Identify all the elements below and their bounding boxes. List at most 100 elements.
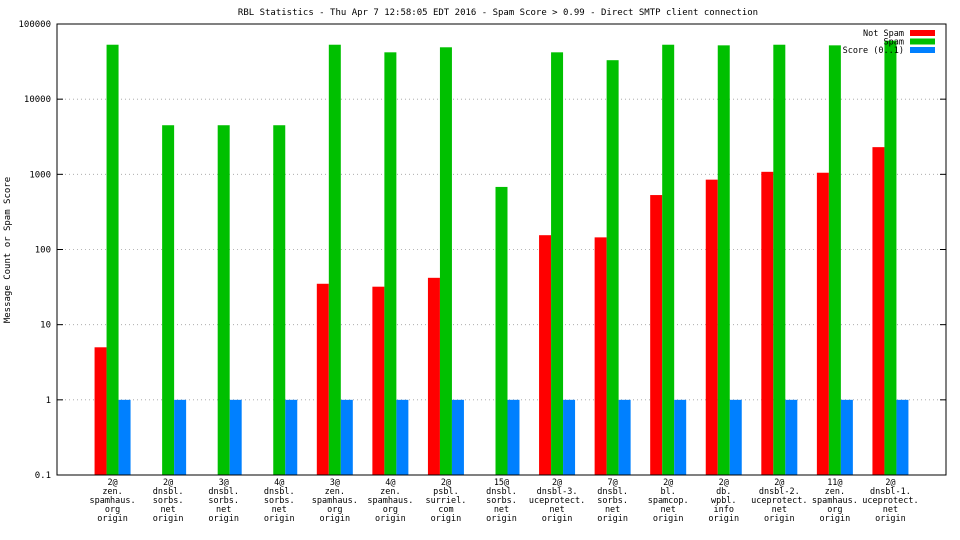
y-tick-label: 100: [35, 246, 51, 256]
category-label-line: psbl.: [433, 487, 459, 497]
y-tick-label: 100000: [18, 20, 51, 30]
category-label-line: origin: [486, 514, 517, 524]
category-label-line: 4@: [385, 478, 395, 488]
category-label-line: origin: [153, 514, 184, 524]
category-label: 2@ dnsbl. sorbs. net origin: [153, 478, 184, 524]
category-label-line: 2@: [885, 478, 895, 488]
bar-score-0-1: [840, 399, 853, 475]
category-label: 15@ dnsbl. sorbs. net origin: [486, 478, 517, 524]
category-label: 7@ dnsbl. sorbs. net origin: [597, 478, 628, 524]
y-tick-label: 1000: [29, 170, 51, 180]
category-label-line: dnsbl.: [153, 487, 184, 497]
bar-spam: [162, 125, 175, 476]
category-label-line: origin: [820, 514, 851, 524]
category-label-line: 4@: [274, 478, 284, 488]
category-label: 4@ zen. spamhaus. org origin: [367, 478, 413, 524]
category-label-line: net: [772, 505, 787, 515]
category-label-line: origin: [764, 514, 795, 524]
category-label: 2@ zen. spamhaus. org origin: [90, 478, 136, 524]
bar-spam: [273, 125, 286, 476]
category-label-line: zen.: [102, 487, 122, 497]
bar-spam: [662, 44, 675, 475]
bar-score-0-1: [507, 399, 520, 475]
category-label: 2@ bl. spamcop. net origin: [648, 478, 689, 524]
bar-score-0-1: [340, 399, 353, 475]
category-label-line: net: [494, 505, 509, 515]
y-tick-labels: 0.1 1 10 100 1000 10000 100000: [18, 20, 51, 481]
bar-spam: [828, 45, 841, 476]
legend-swatch: [910, 38, 935, 45]
legend-swatch: [910, 47, 935, 53]
category-label-line: origin: [97, 514, 128, 524]
y-tick-label: 10000: [24, 95, 51, 105]
category-label: 2@ dnsbl-1. uceprotect. net origin: [862, 478, 918, 524]
legend-label: Not Spam: [863, 29, 904, 39]
category-label-line: origin: [264, 514, 295, 524]
category-label-line: zen.: [380, 487, 400, 497]
category-label-line: net: [216, 505, 231, 515]
category-label-line: dnsbl-2.: [759, 487, 800, 497]
category-label-line: dnsbl-3.: [537, 487, 578, 497]
category-label-line: spamhaus.: [90, 496, 136, 506]
category-label-line: sorbs.: [597, 496, 628, 506]
category-label-line: db.: [716, 487, 731, 497]
category-label-line: dnsbl.: [264, 487, 295, 497]
bar-spam: [606, 60, 619, 475]
category-label-line: origin: [653, 514, 684, 524]
category-label-line: org: [327, 505, 342, 515]
bar-score-0-1: [118, 399, 131, 475]
category-label-line: sorbs.: [264, 496, 295, 506]
category-label-line: spamhaus.: [367, 496, 413, 506]
bar-score-0-1: [451, 399, 464, 475]
bar-series: [94, 40, 909, 476]
bar-not-spam: [816, 172, 829, 475]
bar-score-0-1: [563, 399, 576, 475]
category-label-line: 3@: [330, 478, 340, 488]
category-label-line: origin: [542, 514, 573, 524]
bar-spam: [217, 125, 230, 476]
category-label-line: org: [105, 505, 120, 515]
category-label-line: origin: [208, 514, 239, 524]
category-label-line: uceprotect.: [751, 496, 807, 506]
bar-score-0-1: [674, 399, 687, 475]
bar-spam: [551, 52, 564, 476]
category-label-line: zen.: [325, 487, 345, 497]
category-label-line: spamcop.: [648, 496, 689, 506]
category-label-line: org: [383, 505, 398, 515]
category-label-line: uceprotect.: [529, 496, 585, 506]
bar-score-0-1: [285, 399, 298, 475]
category-label-line: 2@: [163, 478, 173, 488]
bar-spam: [106, 44, 119, 475]
bar-score-0-1: [174, 399, 187, 475]
category-label-line: sorbs.: [486, 496, 517, 506]
category-label-line: origin: [708, 514, 739, 524]
category-label-line: spamhaus.: [312, 496, 358, 506]
category-label-line: uceprotect.: [862, 496, 918, 506]
category-label-line: 3@: [219, 478, 229, 488]
bar-not-spam: [316, 283, 329, 475]
category-label-line: bl.: [661, 487, 676, 497]
category-label: 2@ dnsbl-2. uceprotect. net origin: [751, 478, 807, 524]
bar-score-0-1: [396, 399, 409, 475]
bar-score-0-1: [896, 399, 909, 475]
category-label-line: net: [549, 505, 564, 515]
category-label-line: dnsbl.: [208, 487, 239, 497]
category-label: 11@ zen. spamhaus. org origin: [812, 478, 858, 524]
bar-score-0-1: [729, 399, 742, 475]
category-label-line: dnsbl-1.: [870, 487, 911, 497]
bar-not-spam: [427, 277, 440, 475]
y-axis-label: Message Count or Spam Score: [3, 177, 13, 323]
bar-not-spam: [539, 235, 552, 475]
category-label: 2@ db. wpbl. info origin: [708, 478, 739, 524]
category-label-line: origin: [597, 514, 628, 524]
bar-not-spam: [872, 147, 885, 475]
legend-swatch: [910, 30, 935, 36]
bar-score-0-1: [618, 399, 631, 475]
bar-not-spam: [372, 286, 385, 475]
category-label: 2@ psbl. surriel. com origin: [425, 478, 466, 524]
category-label-line: 2@: [441, 478, 451, 488]
category-label-line: zen.: [825, 487, 845, 497]
